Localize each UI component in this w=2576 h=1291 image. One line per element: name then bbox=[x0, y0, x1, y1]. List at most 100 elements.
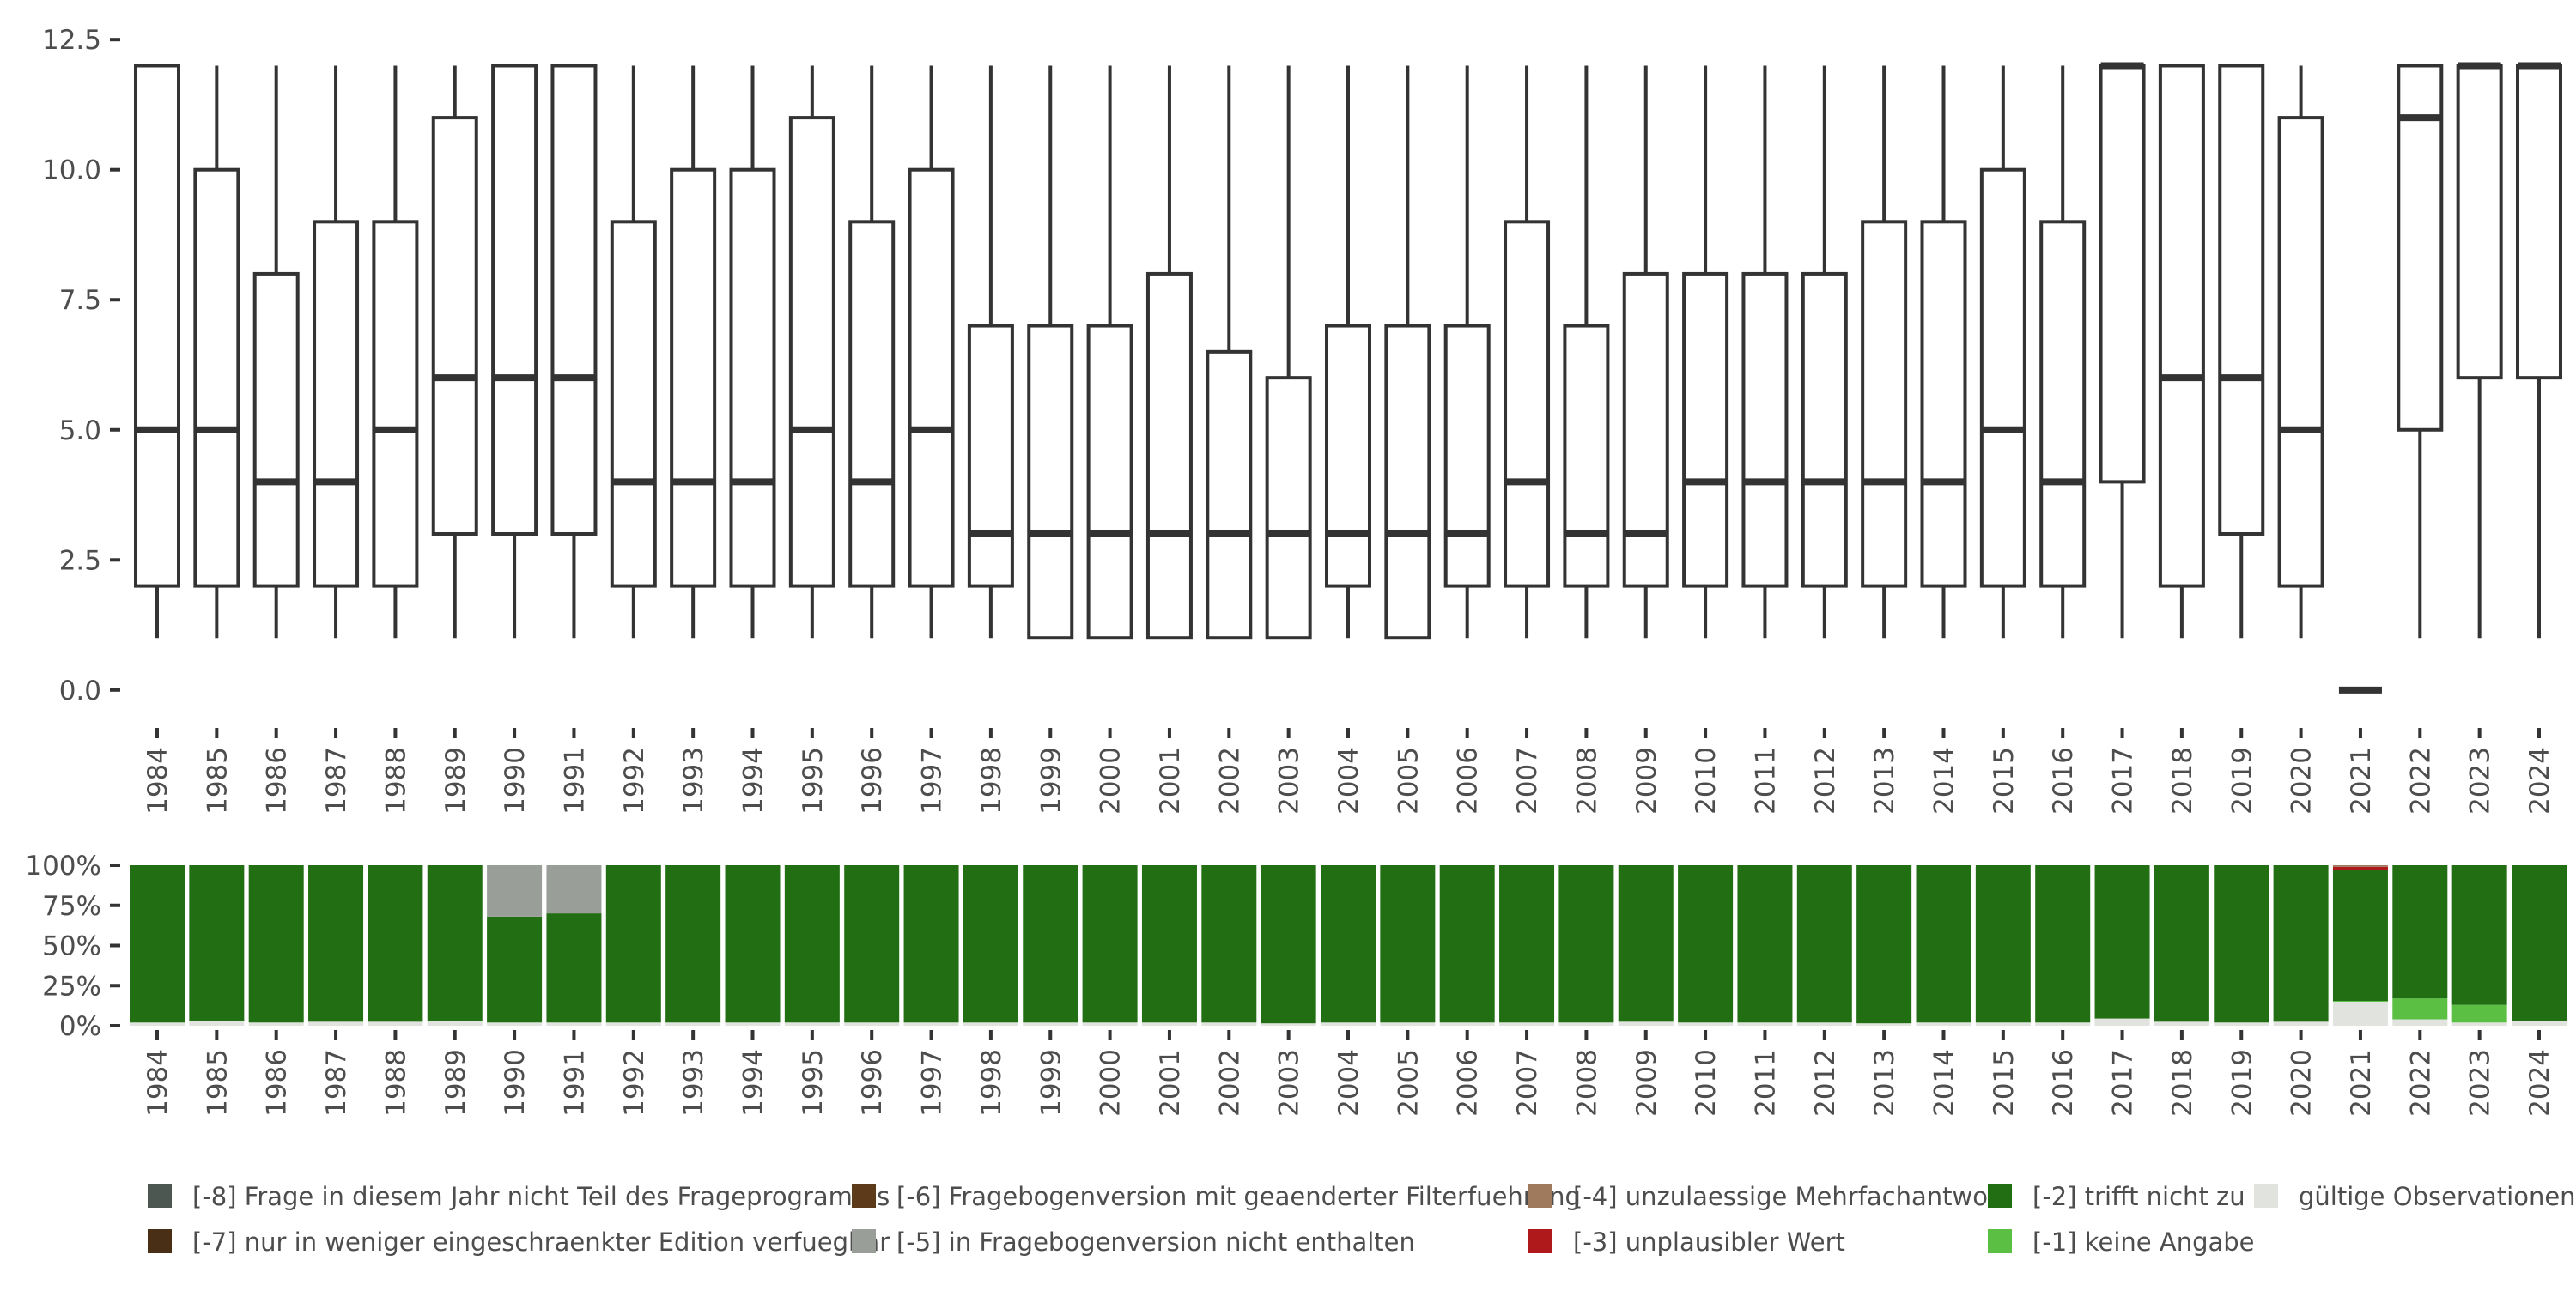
x-tick-label: 1993 bbox=[678, 1049, 709, 1117]
iqr-box bbox=[1086, 324, 1133, 640]
x-tick-label: 1988 bbox=[380, 1049, 411, 1117]
legend-label: [-1] keine Angabe bbox=[2032, 1227, 2255, 1257]
stacked-bar-1990 bbox=[487, 865, 543, 1026]
x-tick-label: 1997 bbox=[917, 747, 948, 815]
bar-segment-m2 bbox=[784, 865, 840, 1023]
iqr-box bbox=[1504, 220, 1551, 588]
bar-segment-valid bbox=[368, 1021, 423, 1026]
stacked-bar-2012 bbox=[1796, 865, 1852, 1026]
x-tick-label: 2001 bbox=[1155, 1049, 1186, 1117]
x-tick-label: 2024 bbox=[2524, 747, 2555, 815]
x-tick-label: 2004 bbox=[1334, 747, 1364, 815]
y-tick-label: 75% bbox=[42, 891, 101, 922]
x-tick-label: 1994 bbox=[738, 747, 769, 815]
stacked-bar-1998 bbox=[963, 865, 1018, 1026]
stacked-bar-panel: 0% 25% 50% 75% 100% 1984 1985 1986 1987 1988 1989 1… bbox=[25, 851, 2567, 1117]
legend-swatch bbox=[1988, 1229, 2012, 1253]
x-tick-label: 1997 bbox=[917, 1049, 948, 1117]
bar-segment-valid bbox=[1975, 1022, 2031, 1026]
iqr-box bbox=[1563, 324, 1610, 588]
bar-segment-m2 bbox=[1082, 865, 1138, 1023]
stacked-bar-2001 bbox=[1141, 865, 1197, 1026]
iqr-box bbox=[134, 64, 180, 588]
y-tick-label: 50% bbox=[42, 931, 101, 962]
bar-segment-valid bbox=[2332, 1001, 2388, 1026]
box-2002 bbox=[1206, 65, 1253, 640]
bar-segment-m2 bbox=[1023, 865, 1078, 1023]
x-tick-label: 1986 bbox=[262, 1049, 293, 1117]
x-tick-label: 1996 bbox=[857, 1049, 888, 1117]
legend-label: [-6] Fragebogenversion mit geaenderter F… bbox=[896, 1182, 1581, 1211]
bar-segment-valid bbox=[1737, 1022, 1793, 1026]
iqr-box bbox=[193, 167, 240, 588]
x-tick-label: 2006 bbox=[1453, 747, 1484, 815]
legend-label: [-2] trifft nicht zu bbox=[2032, 1182, 2245, 1211]
box-1990 bbox=[491, 64, 538, 639]
y-tick-label: 25% bbox=[42, 971, 101, 1002]
box-2010 bbox=[1682, 65, 1729, 639]
legend-swatch bbox=[148, 1229, 172, 1253]
iqr-box bbox=[1682, 271, 1729, 588]
stacked-bar-2017 bbox=[2094, 865, 2150, 1026]
stacked-bar-2021 bbox=[2332, 865, 2388, 1026]
legend-item-m3: [-3] unplausibler Wert bbox=[1528, 1227, 1845, 1257]
box-1986 bbox=[252, 65, 300, 639]
x-tick-label: 2014 bbox=[1929, 747, 1960, 815]
x-tick-label: 2023 bbox=[2465, 1049, 2496, 1117]
x-tick-label: 1992 bbox=[619, 747, 650, 815]
legend-swatch bbox=[148, 1184, 172, 1208]
bar-segment-valid bbox=[1261, 1023, 1316, 1026]
iqr-box bbox=[1384, 324, 1431, 640]
iqr-box bbox=[313, 220, 360, 588]
x-tick-label: 1991 bbox=[559, 1049, 590, 1117]
bar-segment-valid bbox=[1201, 1022, 1257, 1026]
bar-segment-valid bbox=[1558, 1022, 1614, 1026]
x-tick-label: 2019 bbox=[2227, 747, 2257, 815]
bar-segment-valid bbox=[963, 1022, 1018, 1026]
iqr-box bbox=[1325, 324, 1371, 588]
legend-swatch bbox=[1528, 1229, 1552, 1253]
stacked-bar-1991 bbox=[546, 865, 602, 1026]
bar-segment-valid bbox=[784, 1022, 840, 1026]
bar-segment-m2 bbox=[1499, 865, 1555, 1023]
x-tick-label: 2013 bbox=[1869, 1049, 1900, 1117]
bar-segment-m2 bbox=[2392, 865, 2448, 999]
y-tick-label: 0.0 bbox=[59, 676, 101, 706]
bar-segment-valid bbox=[605, 1022, 661, 1026]
box-2014 bbox=[1920, 65, 1967, 639]
bar-segment-valid bbox=[1916, 1022, 1971, 1026]
bar-segment-valid bbox=[130, 1022, 185, 1026]
bar-segment-m2 bbox=[1201, 865, 1257, 1023]
x-tick-label: 2007 bbox=[1512, 1049, 1543, 1117]
bar-segment-m1 bbox=[2392, 998, 2448, 1020]
x-tick-label: 2000 bbox=[1096, 747, 1127, 815]
bar-segment-m2 bbox=[963, 865, 1018, 1023]
bar-segment-m2 bbox=[665, 865, 721, 1023]
bar-segment-m2 bbox=[2035, 865, 2091, 1023]
stacked-bar-1995 bbox=[784, 865, 840, 1026]
bar-segment-m2 bbox=[248, 865, 304, 1023]
x-tick-label: 1989 bbox=[440, 1049, 471, 1117]
stacked-bar-1993 bbox=[665, 865, 721, 1026]
y-tick-label: 5.0 bbox=[59, 415, 101, 446]
box-2019 bbox=[2218, 64, 2265, 639]
bar-segment-m2 bbox=[1439, 865, 1495, 1023]
stacked-bar-1997 bbox=[903, 865, 959, 1026]
iqr-box bbox=[2456, 64, 2503, 380]
iqr-box bbox=[2218, 64, 2265, 536]
box-1992 bbox=[610, 65, 657, 639]
bar-segment-m5 bbox=[546, 865, 602, 914]
iqr-box bbox=[372, 220, 419, 588]
iqr-box bbox=[2516, 64, 2562, 380]
bar-segment-valid bbox=[1082, 1022, 1138, 1026]
box-1995 bbox=[788, 65, 835, 639]
legend-item-m2: [-2] trifft nicht zu bbox=[1988, 1182, 2245, 1211]
iqr-box bbox=[670, 167, 717, 588]
x-tick-label: 1992 bbox=[619, 1049, 650, 1117]
box-2012 bbox=[1801, 65, 1848, 639]
legend-swatch bbox=[852, 1229, 876, 1253]
x-tick-label: 2002 bbox=[1214, 747, 1245, 815]
box-2004 bbox=[1325, 65, 1371, 639]
iqr-box bbox=[491, 64, 538, 536]
